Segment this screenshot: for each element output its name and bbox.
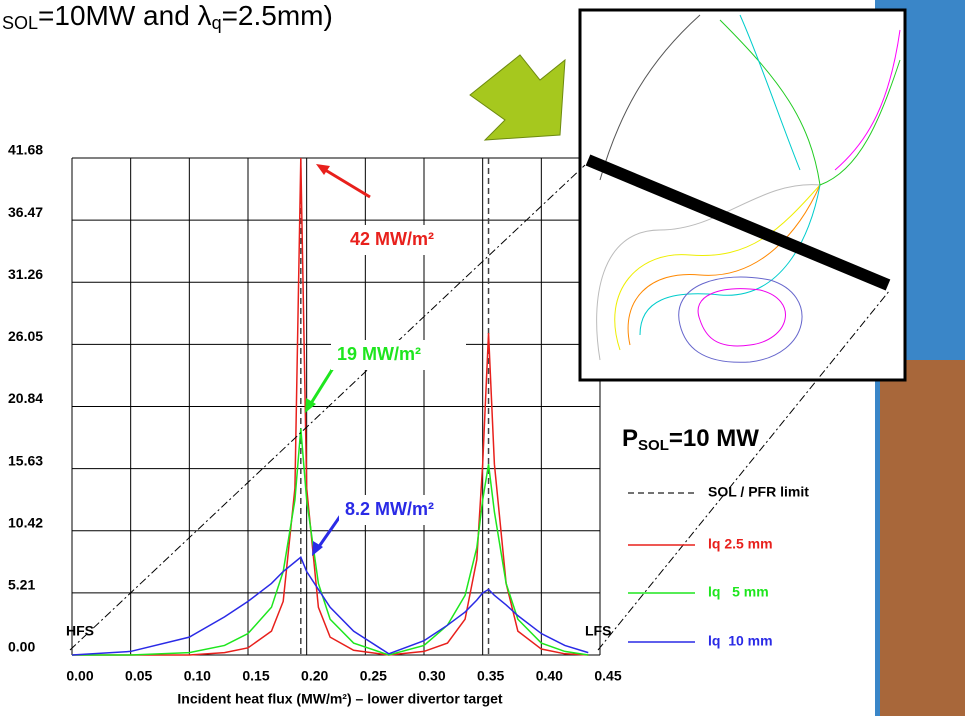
annotation-bg: [339, 495, 474, 525]
slide-title: SOL=10MW and λq=2.5mm): [2, 0, 333, 32]
x-tick-label: 0.30: [418, 668, 445, 684]
y-tick-label: 15.63: [8, 452, 43, 468]
annotation: 8.2 MW/m²: [345, 499, 434, 519]
x-tick-label: 0.45: [594, 668, 621, 684]
contour: [719, 19, 821, 186]
title-part: =2.5mm): [222, 0, 333, 31]
x-tick-label: 0.20: [301, 668, 328, 684]
y-tick-label: 26.05: [8, 328, 43, 344]
legend-label: lq 5 mm: [708, 584, 769, 600]
series-line: [72, 428, 589, 656]
psol-label: PSOL=10 MW: [622, 425, 759, 454]
arrowhead: [316, 164, 330, 175]
contour: [697, 288, 786, 347]
annotation: 42 MW/m²: [350, 229, 434, 249]
arrowhead: [305, 398, 316, 413]
annotation-arrow: [321, 166, 371, 199]
annotation-bg: [344, 225, 479, 255]
y-tick-label: 41.68: [8, 142, 43, 158]
x-tick-label: 0.25: [360, 668, 387, 684]
inset-frame: [578, 8, 907, 382]
x-tick-label: 0.15: [242, 668, 269, 684]
contour: [834, 29, 901, 171]
x-tick-label: 0.05: [125, 668, 152, 684]
title-part: q: [212, 13, 222, 33]
x-axis-label: Incident heat flux (MW/m²) – lower diver…: [177, 691, 502, 707]
contour: [678, 276, 803, 363]
annotation-arrow: [308, 364, 337, 406]
plot: 0.00 5.21 10.42 15.63 20.84 26.05 31.26 36.47 41…: [8, 142, 622, 684]
side-label: LFS: [585, 623, 611, 639]
contour: [599, 14, 701, 181]
y-tick-label: 31.26: [8, 266, 43, 282]
title-part: SOL: [2, 13, 38, 33]
psol-part: P: [622, 425, 638, 452]
projection-line: [597, 289, 891, 651]
psol-part: =10 MW: [669, 425, 759, 452]
contour: [639, 184, 821, 336]
contour: [819, 59, 901, 186]
legend-label: lq 2.5 mm: [708, 536, 773, 552]
contour: [596, 184, 821, 361]
photo: [880, 360, 965, 716]
side-label: HFS: [66, 623, 94, 639]
projection-line: [69, 164, 586, 651]
x-tick-label: 0.35: [477, 668, 504, 684]
target-line: [585, 154, 891, 291]
x-tick-label: 0.40: [536, 668, 563, 684]
contour: [627, 184, 821, 346]
title-part: =10MW and λ: [38, 0, 212, 31]
series-line: [72, 157, 589, 656]
legend-label: SOL / PFR limit: [708, 484, 809, 500]
inset: [578, 8, 907, 382]
y-tick-label: 10.42: [8, 514, 43, 530]
annotation: 19 MW/m²: [337, 344, 421, 364]
contour: [739, 14, 801, 171]
contour: [614, 184, 821, 351]
legend-label: lq 10 mm: [708, 633, 773, 649]
series-line: [71, 556, 589, 656]
arrow-shape: [469, 54, 566, 141]
psol-part: SOL: [638, 437, 669, 454]
y-tick-label: 0.00: [8, 639, 35, 655]
annotation-bg: [331, 340, 466, 370]
arrowhead: [312, 541, 323, 556]
y-tick-label: 36.47: [8, 204, 43, 220]
x-tick-label: 0.10: [184, 668, 211, 684]
x-tick-label: 0.00: [66, 668, 93, 684]
y-tick-label: 20.84: [8, 390, 43, 406]
y-tick-label: 5.21: [8, 577, 35, 593]
